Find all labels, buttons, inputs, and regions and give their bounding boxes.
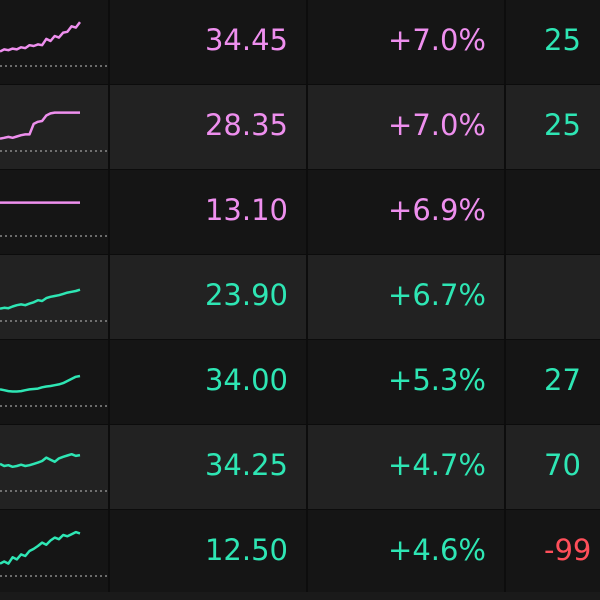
extra-value: -99 xyxy=(544,533,592,567)
sparkline-line xyxy=(0,21,81,53)
last-price: 34.25 xyxy=(204,448,288,482)
extra-value: 27 xyxy=(544,363,581,397)
percent-change: +5.3% xyxy=(388,363,486,397)
column-divider xyxy=(108,510,110,594)
table-row[interactable]: 23.90 +6.7% xyxy=(0,255,600,340)
sparkline-line xyxy=(0,288,81,310)
sparkline-chart xyxy=(0,201,108,237)
column-divider xyxy=(306,0,308,84)
sparkline-chart xyxy=(0,288,108,322)
bottom-strip xyxy=(0,592,600,600)
percent-change: +7.0% xyxy=(388,108,486,142)
column-divider xyxy=(108,255,110,339)
percent-change: +4.6% xyxy=(388,533,486,567)
table-row[interactable]: 34.25 +4.7% 70 xyxy=(0,425,600,510)
last-price: 34.45 xyxy=(204,23,288,57)
column-divider xyxy=(504,340,506,424)
column-divider xyxy=(504,170,506,254)
sparkline-chart xyxy=(0,374,108,407)
sparkline-line xyxy=(0,530,81,565)
sparkline-chart xyxy=(0,111,108,152)
sparkline-line xyxy=(0,374,81,393)
last-price: 28.35 xyxy=(204,108,288,142)
extra-value: 25 xyxy=(544,23,581,57)
column-divider xyxy=(306,85,308,169)
table-row[interactable]: 28.35 +7.0% 25 xyxy=(0,85,600,170)
column-divider xyxy=(504,0,506,84)
table-row[interactable]: 12.50 +4.6% -99 xyxy=(0,510,600,595)
last-price: 12.50 xyxy=(204,533,288,567)
column-divider xyxy=(108,0,110,84)
column-divider xyxy=(108,425,110,509)
percent-change: +7.0% xyxy=(388,23,486,57)
percent-change: +4.7% xyxy=(388,448,486,482)
column-divider xyxy=(306,170,308,254)
table-row[interactable]: 34.00 +5.3% 27 xyxy=(0,340,600,425)
table-row[interactable]: 13.10 +6.9% xyxy=(0,170,600,255)
column-divider xyxy=(504,85,506,169)
column-divider xyxy=(306,425,308,509)
column-divider xyxy=(306,255,308,339)
last-price: 23.90 xyxy=(204,278,288,312)
extra-value: 70 xyxy=(544,448,581,482)
sparkline-line xyxy=(0,111,80,140)
column-divider xyxy=(306,340,308,424)
percent-change: +6.9% xyxy=(388,193,486,227)
column-divider xyxy=(306,510,308,594)
sparkline-chart xyxy=(0,452,108,492)
percent-change: +6.7% xyxy=(388,278,486,312)
last-price: 13.10 xyxy=(204,193,288,227)
column-divider xyxy=(108,85,110,169)
column-divider xyxy=(504,255,506,339)
sparkline-chart xyxy=(0,530,108,577)
sparkline-line xyxy=(0,452,81,469)
extra-value xyxy=(508,170,600,254)
extra-value: 25 xyxy=(544,108,581,142)
column-divider xyxy=(108,170,110,254)
column-divider xyxy=(108,340,110,424)
sparkline-chart xyxy=(0,21,108,67)
last-price: 34.00 xyxy=(204,363,288,397)
table-row[interactable]: 34.45 +7.0% 25 xyxy=(0,0,600,85)
column-divider xyxy=(504,425,506,509)
column-divider xyxy=(504,510,506,594)
extra-value xyxy=(508,255,600,339)
